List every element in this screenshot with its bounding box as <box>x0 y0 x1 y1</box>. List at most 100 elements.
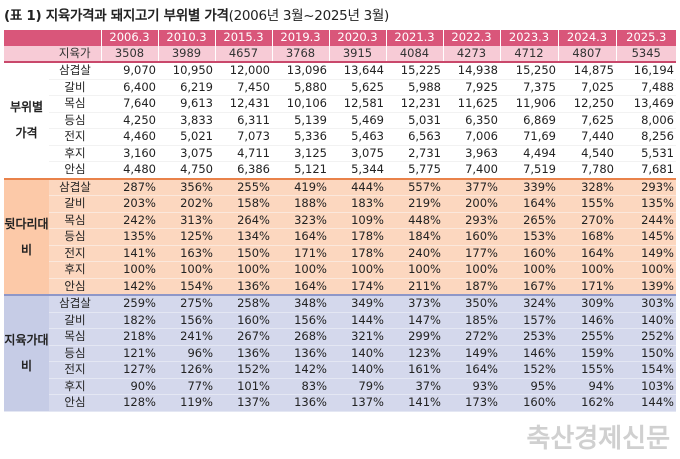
cell-value: 13,644 <box>329 62 386 80</box>
cell-value: 185% <box>443 312 500 329</box>
cell-value: 164% <box>272 228 329 246</box>
table-row: 후지 90% 77% 101% 83% 79% 37% 93% 95% 94% 103% <box>4 378 676 395</box>
cell-value: 3,160 <box>101 145 158 162</box>
cell-value: 5,469 <box>329 112 386 129</box>
row-label: 목심 <box>49 328 101 346</box>
cell-value: 164% <box>272 278 329 296</box>
cell-value: 164% <box>500 195 558 213</box>
cell-value: 5,625 <box>329 79 386 96</box>
carcass-value: 3508 <box>100 45 158 63</box>
cell-value: 37% <box>386 378 443 395</box>
cell-value: 156% <box>158 312 215 329</box>
row-label: 전지 <box>49 361 101 379</box>
cell-value: 10,950 <box>158 62 215 80</box>
cell-value: 5,775 <box>386 161 443 179</box>
cell-value: 96% <box>158 345 215 362</box>
cell-value: 373% <box>386 294 443 313</box>
cell-value: 6,400 <box>101 79 158 96</box>
cell-value: 4,750 <box>158 161 215 179</box>
row-label: 등심 <box>49 345 101 362</box>
cell-value: 137% <box>215 394 272 412</box>
cell-value: 188% <box>272 195 329 213</box>
cell-value: 100% <box>386 261 443 279</box>
cell-value: 557% <box>386 177 443 196</box>
cell-value: 153% <box>500 228 558 246</box>
row-label: 전지 <box>49 128 101 146</box>
header-date: 2023.3 <box>499 30 558 46</box>
cell-value: 100% <box>158 261 215 279</box>
cell-value: 101% <box>215 378 272 395</box>
table-row: 목심 218% 241% 267% 268% 321% 299% 272% 253% 255% 25… <box>4 328 676 346</box>
cell-value: 5,531 <box>616 145 676 162</box>
cell-value: 100% <box>500 261 558 279</box>
cell-value: 293% <box>443 212 500 229</box>
table-row: 등심 121% 96% 136% 136% 140% 123% 149% 146% 159% 150… <box>4 345 676 362</box>
cell-value: 126% <box>158 361 215 379</box>
row-label: 갈비 <box>49 195 101 213</box>
cell-value: 12,000 <box>215 62 272 80</box>
cell-value: 253% <box>500 328 558 346</box>
cell-value: 6,219 <box>158 79 215 96</box>
cell-value: 12,431 <box>215 95 272 113</box>
header-date: 2021.3 <box>385 30 443 46</box>
header-date: 2024.3 <box>557 30 616 46</box>
section-label-2: 뒷다리대비 <box>4 177 49 296</box>
header-date: 2020.3 <box>328 30 386 46</box>
cell-value: 7,073 <box>215 128 272 146</box>
header-date: 2025.3 <box>615 30 676 46</box>
table-row: 등심 135% 125% 134% 164% 178% 184% 160% 153% 168% 14… <box>4 228 676 246</box>
cell-value: 136% <box>215 278 272 296</box>
cell-value: 128% <box>101 394 158 412</box>
header-date: 2019.3 <box>271 30 329 46</box>
header-corner-label <box>49 30 101 46</box>
carcass-value: 3768 <box>271 45 329 63</box>
cell-value: 5,021 <box>158 128 215 146</box>
cell-value: 100% <box>272 261 329 279</box>
cell-value: 350% <box>443 294 500 313</box>
cell-value: 146% <box>500 345 558 362</box>
cell-value: 3,075 <box>158 145 215 162</box>
cell-value: 100% <box>558 261 616 279</box>
cell-value: 164% <box>443 361 500 379</box>
cell-value: 77% <box>158 378 215 395</box>
row-label: 안심 <box>49 161 101 179</box>
cell-value: 270% <box>558 212 616 229</box>
watermark: 축산경제신문 <box>526 424 670 454</box>
cell-value: 7,925 <box>443 79 500 96</box>
cell-value: 137% <box>329 394 386 412</box>
cell-value: 348% <box>272 294 329 313</box>
cell-value: 3,075 <box>329 145 386 162</box>
cell-value: 272% <box>443 328 500 346</box>
cell-value: 171% <box>558 278 616 296</box>
cell-value: 7,450 <box>215 79 272 96</box>
cell-value: 328% <box>558 177 616 196</box>
row-label: 안심 <box>49 278 101 296</box>
cell-value: 4,480 <box>101 161 158 179</box>
cell-value: 140% <box>329 361 386 379</box>
cell-value: 171% <box>272 245 329 262</box>
table-row: 전지 127% 126% 152% 142% 140% 161% 164% 152% 155% 15… <box>4 361 676 379</box>
cell-value: 146% <box>558 312 616 329</box>
cell-value: 158% <box>215 195 272 213</box>
table-row: 안심 4,480 4,750 6,386 5,121 5,344 5,775 7,400 7,5… <box>4 161 676 179</box>
cell-value: 134% <box>215 228 272 246</box>
table-row: 후지 100% 100% 100% 100% 100% 100% 100% 100% 100% 10… <box>4 261 676 279</box>
cell-value: 15,250 <box>500 62 558 80</box>
cell-value: 157% <box>500 312 558 329</box>
cell-value: 152% <box>500 361 558 379</box>
cell-value: 178% <box>329 228 386 246</box>
cell-value: 4,460 <box>101 128 158 146</box>
cell-value: 7,640 <box>101 95 158 113</box>
cell-value: 7,519 <box>500 161 558 179</box>
cell-value: 11,906 <box>500 95 558 113</box>
cell-value: 142% <box>101 278 158 296</box>
cell-value: 15,225 <box>386 62 443 80</box>
cell-value: 160% <box>500 245 558 262</box>
carcass-row: 지육가 3508 3989 4657 3768 3915 4084 4273 4712 4807 5… <box>4 45 676 63</box>
cell-value: 3,963 <box>443 145 500 162</box>
cell-value: 159% <box>558 345 616 362</box>
cell-value: 5,336 <box>272 128 329 146</box>
section-label-1: 부위별 가격 <box>4 62 49 179</box>
cell-value: 4,540 <box>558 145 616 162</box>
row-label: 안심 <box>49 394 101 412</box>
